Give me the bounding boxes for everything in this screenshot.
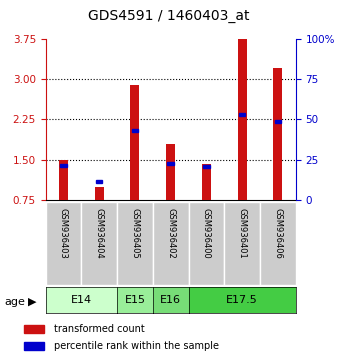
Bar (166, 144, 175, 200)
Bar (273, 68, 282, 200)
Bar (202, 164, 211, 200)
Bar (24, 342, 44, 350)
Text: GSM936401: GSM936401 (238, 209, 247, 259)
Text: GSM936402: GSM936402 (166, 209, 175, 259)
Bar (95, 187, 104, 200)
Text: E17.5: E17.5 (226, 295, 258, 305)
Text: GDS4591 / 1460403_at: GDS4591 / 1460403_at (88, 9, 250, 23)
Bar (60, 164, 67, 167)
Text: E14: E14 (71, 295, 92, 305)
Bar (238, 39, 247, 200)
Text: GSM936403: GSM936403 (59, 209, 68, 259)
Text: ▶: ▶ (28, 297, 36, 307)
Bar (130, 85, 140, 200)
Bar (239, 113, 245, 116)
Bar (167, 162, 174, 165)
Text: GSM936406: GSM936406 (273, 209, 282, 259)
Text: GSM936400: GSM936400 (202, 209, 211, 259)
Bar (275, 120, 281, 122)
Text: percentile rank within the sample: percentile rank within the sample (54, 341, 219, 351)
Text: transformed count: transformed count (54, 324, 145, 334)
Text: GSM936405: GSM936405 (130, 209, 140, 259)
Text: E15: E15 (124, 295, 145, 305)
Text: age: age (4, 297, 25, 307)
Bar (24, 325, 44, 333)
Text: E16: E16 (160, 295, 181, 305)
Bar (96, 180, 102, 183)
Bar (203, 165, 210, 168)
Bar (132, 129, 138, 132)
Text: GSM936404: GSM936404 (95, 209, 104, 259)
Bar (59, 160, 68, 200)
